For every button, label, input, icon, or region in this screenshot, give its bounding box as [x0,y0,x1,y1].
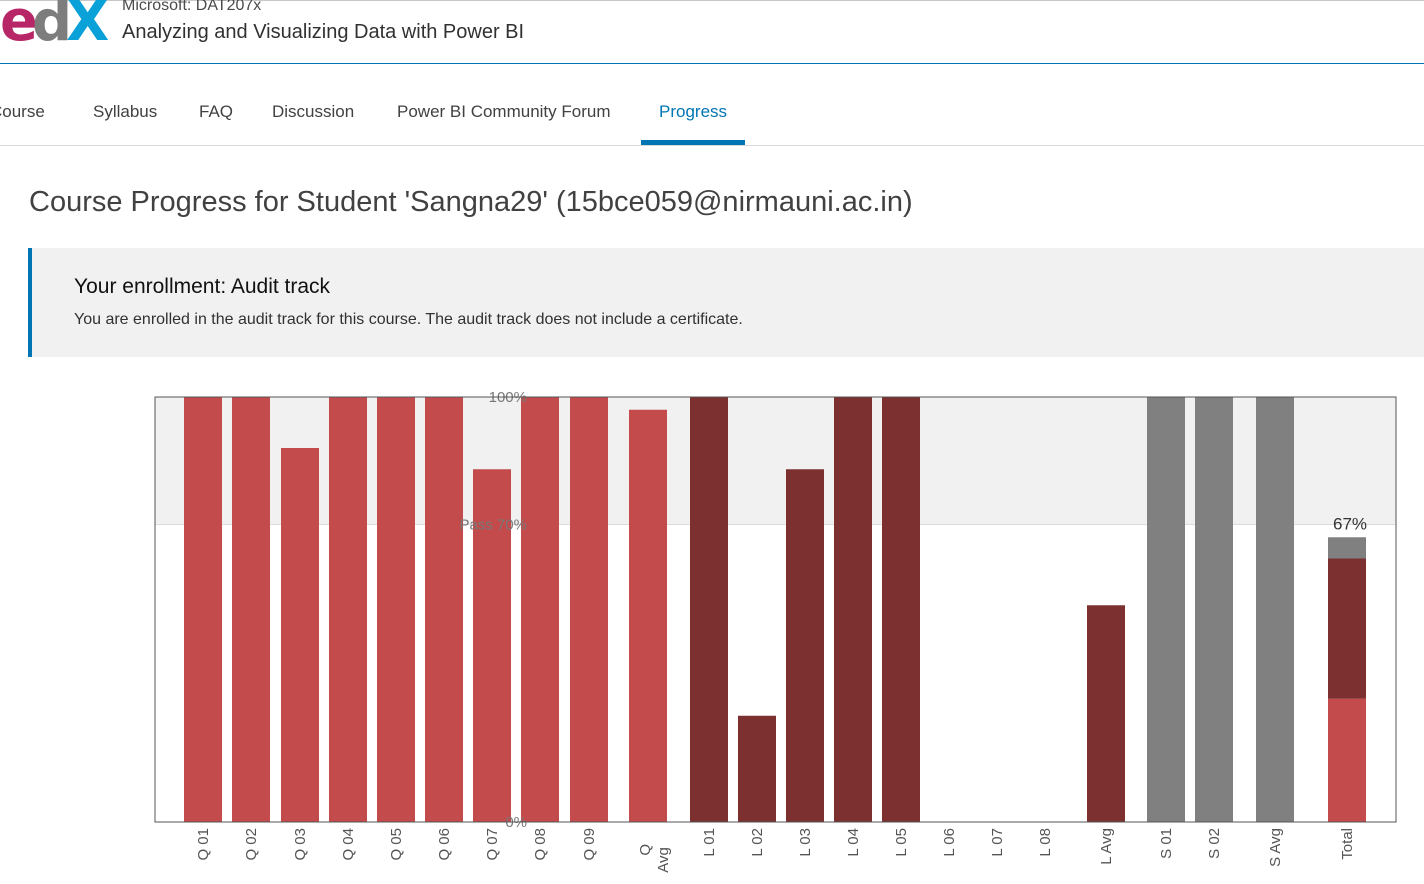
enrollment-title: Your enrollment: Audit track [74,275,331,298]
x-label-l-04: L 04 [845,828,862,857]
course-header: edX Microsoft: DAT207x Analyzing and Vis… [0,0,1424,64]
x-label-l-03: L 03 [797,828,814,857]
x-label-l-06: L 06 [941,828,958,857]
x-label-q-06: Q 06 [436,828,453,861]
y-tick-70: Pass 70% [459,517,527,534]
x-label-s-avg: S Avg [1267,828,1284,867]
x-label-q-04: Q 04 [340,828,357,861]
grade-progress-chart: Q 01 Q 02 Q 03 Q 04 Q 05 Q 06 Q 07 Q 08 Q 09 Q Avg… [154,389,1397,873]
bar-q-06 [425,397,463,822]
tab-power-bi-community-forum[interactable]: Power BI Community Forum [397,102,611,121]
bar-q-01 [184,397,222,822]
bar-s-01 [1147,397,1185,822]
bar-s-02 [1195,397,1233,822]
total-segment-quiz [1328,698,1366,822]
bar-l-04 [834,397,872,822]
tab-course[interactable]: Course [0,102,45,121]
x-label-l-02: L 02 [749,828,766,857]
tab-discussion[interactable]: Discussion [272,102,355,121]
course-title: Analyzing and Visualizing Data with Powe… [122,21,525,43]
enrollment-message: You are enrolled in the audit track for … [74,311,743,328]
x-label-s-02: S 02 [1206,828,1223,859]
total-segment-lab [1328,558,1366,699]
course-tabs: Course Syllabus FAQ Discussion Power BI … [0,64,1424,146]
bar-q-03 [281,448,319,822]
x-label-l-07: L 07 [989,828,1006,857]
x-label-q-avg-top: Q [637,844,654,856]
x-label-q-03: Q 03 [292,828,309,861]
bar-l-01 [690,397,728,822]
tab-syllabus[interactable]: Syllabus [93,102,158,121]
bar-l-05 [882,397,920,822]
x-label-s-01: S 01 [1158,828,1175,859]
x-label-q-08: Q 08 [532,828,549,861]
bar-l-02 [738,715,776,822]
bar-s-avg [1256,397,1294,822]
x-label-q-01: Q 01 [195,828,212,861]
total-value-label: 67% [1333,514,1367,533]
bar-l-avg [1087,605,1125,822]
enrollment-banner: Your enrollment: Audit track You are enr… [28,248,1424,357]
x-label-q-09: Q 09 [581,828,598,861]
tab-faq[interactable]: FAQ [199,102,234,121]
course-org: Microsoft: DAT207x [122,0,262,14]
tab-progress[interactable]: Progress [659,102,728,121]
plot-frame [154,396,1397,823]
page-title: Course Progress for Student 'Sangna29' (… [29,186,913,218]
x-label-l-01: L 01 [701,828,718,857]
bar-l-03 [786,469,824,822]
active-tab-indicator [641,140,745,145]
bar-q-05 [377,397,415,822]
bar-q-09 [570,397,608,822]
x-label-q-avg-bottom: Avg [655,847,672,873]
x-label-q-05: Q 05 [388,828,405,861]
x-label-total: Total [1339,828,1356,860]
bar-q-08 [521,397,559,822]
x-label-l-avg: L Avg [1098,828,1115,865]
bar-q-avg [629,409,667,822]
x-label-q-02: Q 02 [243,828,260,861]
total-segment-survey [1328,537,1366,559]
x-label-l-05: L 05 [893,828,910,857]
bar-q-07 [473,469,511,822]
bar-q-02 [232,397,270,822]
x-label-q-07: Q 07 [484,828,501,861]
edx-logo[interactable]: edX [0,0,109,54]
bar-q-04 [329,397,367,822]
x-label-l-08: L 08 [1037,828,1054,857]
